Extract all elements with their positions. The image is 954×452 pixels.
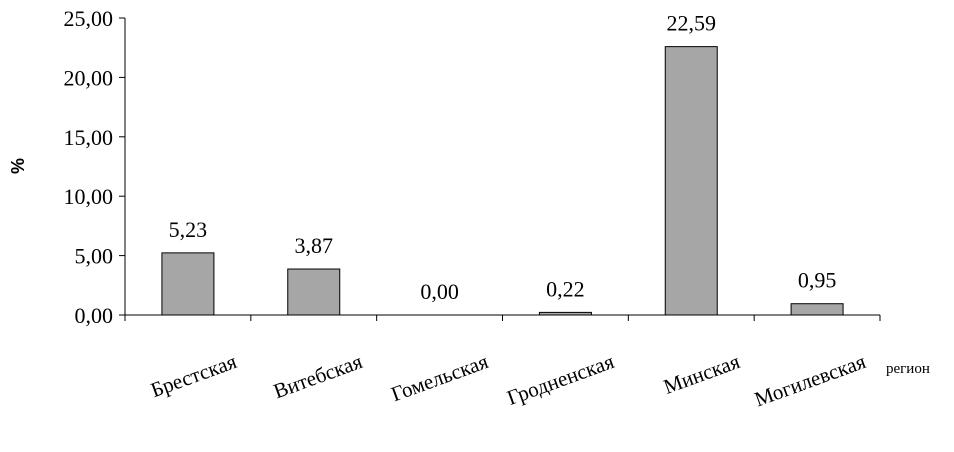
category-label: Брестская xyxy=(147,349,239,402)
data-label: 0,95 xyxy=(798,268,837,293)
y-tick-label: 15,00 xyxy=(64,125,114,150)
bar xyxy=(790,303,844,316)
bar xyxy=(161,252,215,316)
category-labels: Брестская Витебская Гомельская Гродненская М… xyxy=(147,349,869,411)
data-label: 5,23 xyxy=(169,217,208,242)
x-axis-title: регион xyxy=(886,361,930,377)
category-label: Гомельская xyxy=(388,349,492,406)
y-axis: 0,00 5,00 10,00 15,00 20,00 25,00 xyxy=(64,6,126,328)
category-label: Витебская xyxy=(270,349,366,403)
y-tick-label: 0,00 xyxy=(75,303,114,328)
x-axis xyxy=(124,314,881,321)
data-label: 3,87 xyxy=(295,233,334,258)
y-tick-label: 25,00 xyxy=(64,6,114,31)
y-axis-title: % xyxy=(8,158,28,174)
bar xyxy=(287,268,341,316)
bar xyxy=(664,46,718,316)
category-label: Минская xyxy=(660,349,743,399)
y-tick-label: 5,00 xyxy=(75,244,114,269)
y-tick-label: 10,00 xyxy=(64,184,114,209)
data-label: 0,00 xyxy=(420,279,459,304)
category-label: Гродненская xyxy=(504,349,618,410)
y-tick-label: 20,00 xyxy=(64,65,114,90)
bars xyxy=(161,46,844,316)
data-labels: 5,23 3,87 0,00 0,22 22,59 0,95 xyxy=(169,11,837,304)
data-label: 22,59 xyxy=(667,11,717,36)
bar xyxy=(538,311,592,316)
category-label: Могилевская xyxy=(751,349,869,411)
data-label: 0,22 xyxy=(546,276,585,301)
